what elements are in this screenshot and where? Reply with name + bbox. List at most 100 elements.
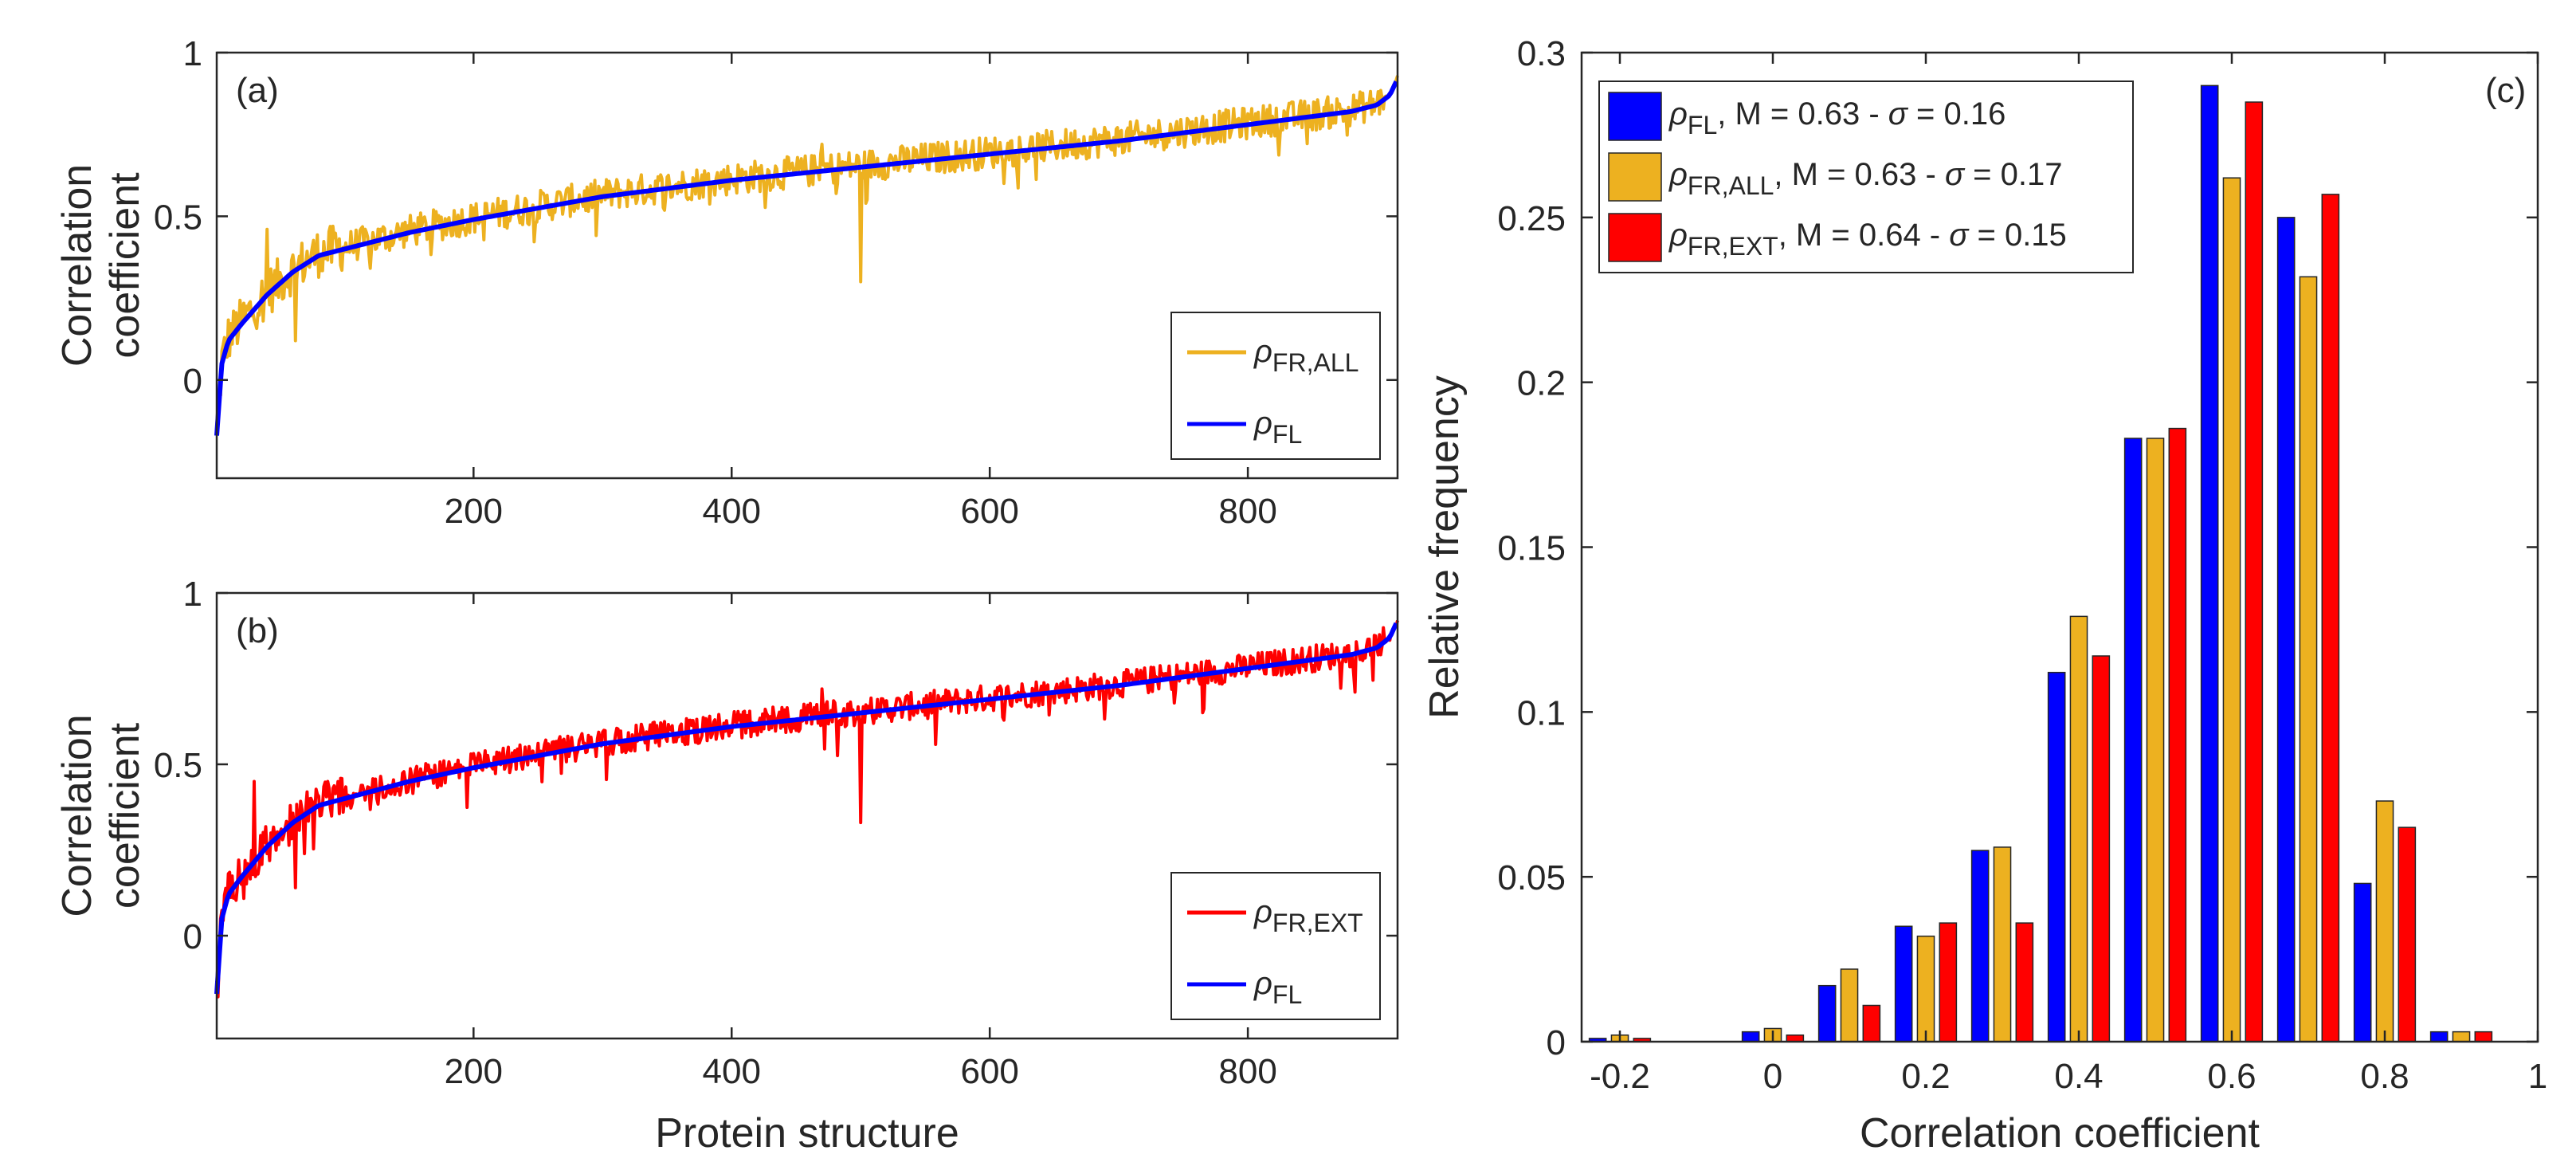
bar [1939,922,1958,1042]
legend-entry: ρFL, M = 0.63 - σ = 0.16 [1668,96,2006,139]
legend-entry-subscript: FR,ALL [1688,171,1774,200]
bar [2146,438,2165,1042]
bar [1993,846,2012,1042]
bar [1817,984,1837,1042]
bar [2245,101,2264,1042]
bar [2353,882,2372,1042]
legend-entry-stats-tail: = 0.17 [1964,157,2062,192]
bar [2474,1031,2493,1042]
y-axis-label: Correlation coefficient [54,714,148,917]
panel-c: -0.2 0 0.2 0.4 0.6 0.8 1 0 0.05 0.1 0.15 0.2 0.25 0.3… [1421,34,2547,1156]
legend-entry-subscript: FL [1272,420,1302,449]
legend-entry-stats: , M = 0.63 - [1774,157,1945,192]
legend-entry: ρFR,EXT [1253,894,1363,937]
legend-entry-stats-tail: = 0.15 [1968,218,2066,253]
legend-swatch [1608,213,1662,262]
y-tick-label: 0.25 [1497,199,1566,238]
panel-label: (c) [2485,71,2526,110]
bar [2452,1031,2471,1042]
legend-box [1598,80,2134,273]
x-tick-label: 200 [445,492,503,531]
bar [2398,826,2417,1042]
y-tick-label: 1 [183,34,202,73]
y-tick-label: 0 [1547,1023,1566,1062]
bar [2200,84,2219,1042]
x-tick-label: 0 [1763,1057,1782,1096]
x-tick-label: 0.4 [2054,1057,2103,1096]
legend-entry-symbol: ρ [1668,218,1688,253]
x-tick-label: 400 [703,1052,761,1091]
y-tick-label: 1 [183,575,202,614]
legend-entry-symbol: ρ [1253,894,1272,929]
y-tick-label: 0.3 [1517,34,1566,73]
bar [2015,922,2034,1042]
legend-entry-sigma: σ [1888,96,1909,132]
legend-entry-symbol: ρ [1253,406,1272,441]
legend-entry-symbol: ρ [1668,96,1688,132]
panel-a: 200 400 600 800 0 0.5 1 Correlation coefficient (… [54,34,1399,531]
y-axis-label: Correlation coefficient [54,164,148,367]
legend-box [1170,872,1381,1020]
bar [2276,217,2296,1042]
legend-swatch [1608,152,1662,202]
bar [1741,1031,1760,1042]
legend-entry-sigma: σ [1949,218,1970,253]
bar [2375,800,2394,1042]
y-axis-label-line2: coefficient [102,722,148,909]
x-tick-label: 200 [445,1052,503,1091]
legend-entry-symbol: ρ [1253,966,1272,1001]
legend-entry: ρFR,ALL, M = 0.63 - σ = 0.17 [1668,157,2063,200]
x-tick-label: -0.2 [1590,1057,1650,1096]
axes-box [215,51,1399,480]
series-line-fl [214,80,1399,436]
x-tick-label: 600 [960,492,1018,531]
panel-b: 200 400 600 800 0 0.5 1 Correlation coefficient (… [54,575,1399,1156]
series-line-fl [214,622,1399,995]
legend-entry: ρFR,ALL [1253,334,1359,377]
legend-entry-subscript: FL [1272,980,1302,1009]
legend-entry-subscript: FR,EXT [1272,909,1363,937]
legend-box [1170,312,1381,460]
y-axis-label-line2: coefficient [102,172,148,359]
panel-label: (b) [236,611,279,650]
x-tick-label: 600 [960,1052,1018,1091]
legend-swatch [1608,92,1662,141]
legend-entry: ρFR,EXT, M = 0.64 - σ = 0.15 [1668,218,2067,261]
bar [1862,1004,1881,1042]
bar [2069,615,2088,1042]
y-tick-label: 0.05 [1497,858,1566,897]
x-axis-label: Correlation coefficient [1860,1110,2260,1156]
bar [1840,968,1859,1042]
y-tick-label: 0.5 [154,746,202,785]
bar [2429,1031,2449,1042]
bar [2321,194,2340,1042]
axes-box [215,591,1399,1040]
y-tick-label: 0 [183,362,202,401]
legend-entry-subscript: FR,ALL [1272,348,1359,377]
y-tick-label: 0.15 [1497,529,1566,568]
legend-entry-stats: , M = 0.64 - [1778,218,1950,253]
bar [1916,935,1935,1042]
bar [1970,850,1990,1042]
bar [2092,655,2111,1042]
y-axis-label-line1: Correlation [54,164,100,367]
x-axis-label: Protein structure [655,1110,959,1156]
y-axis-label-line1: Correlation [54,714,100,917]
y-tick-label: 0.2 [1517,364,1566,403]
bar [2299,276,2318,1042]
legend-entry-symbol: ρ [1253,334,1272,369]
bar [2047,671,2066,1042]
bar [2222,177,2241,1042]
x-tick-label: 0.6 [2207,1057,2256,1096]
y-axis-label-text: Relative frequency [1421,375,1468,719]
legend-entry-subscript: FR,EXT [1688,232,1778,261]
y-tick-label: 0 [183,917,202,956]
x-tick-label: 400 [703,492,761,531]
legend-entry-subscript: FL [1688,111,1717,139]
y-axis-label: Relative frequency [1421,375,1468,719]
x-tick-label: 800 [1218,1052,1276,1091]
